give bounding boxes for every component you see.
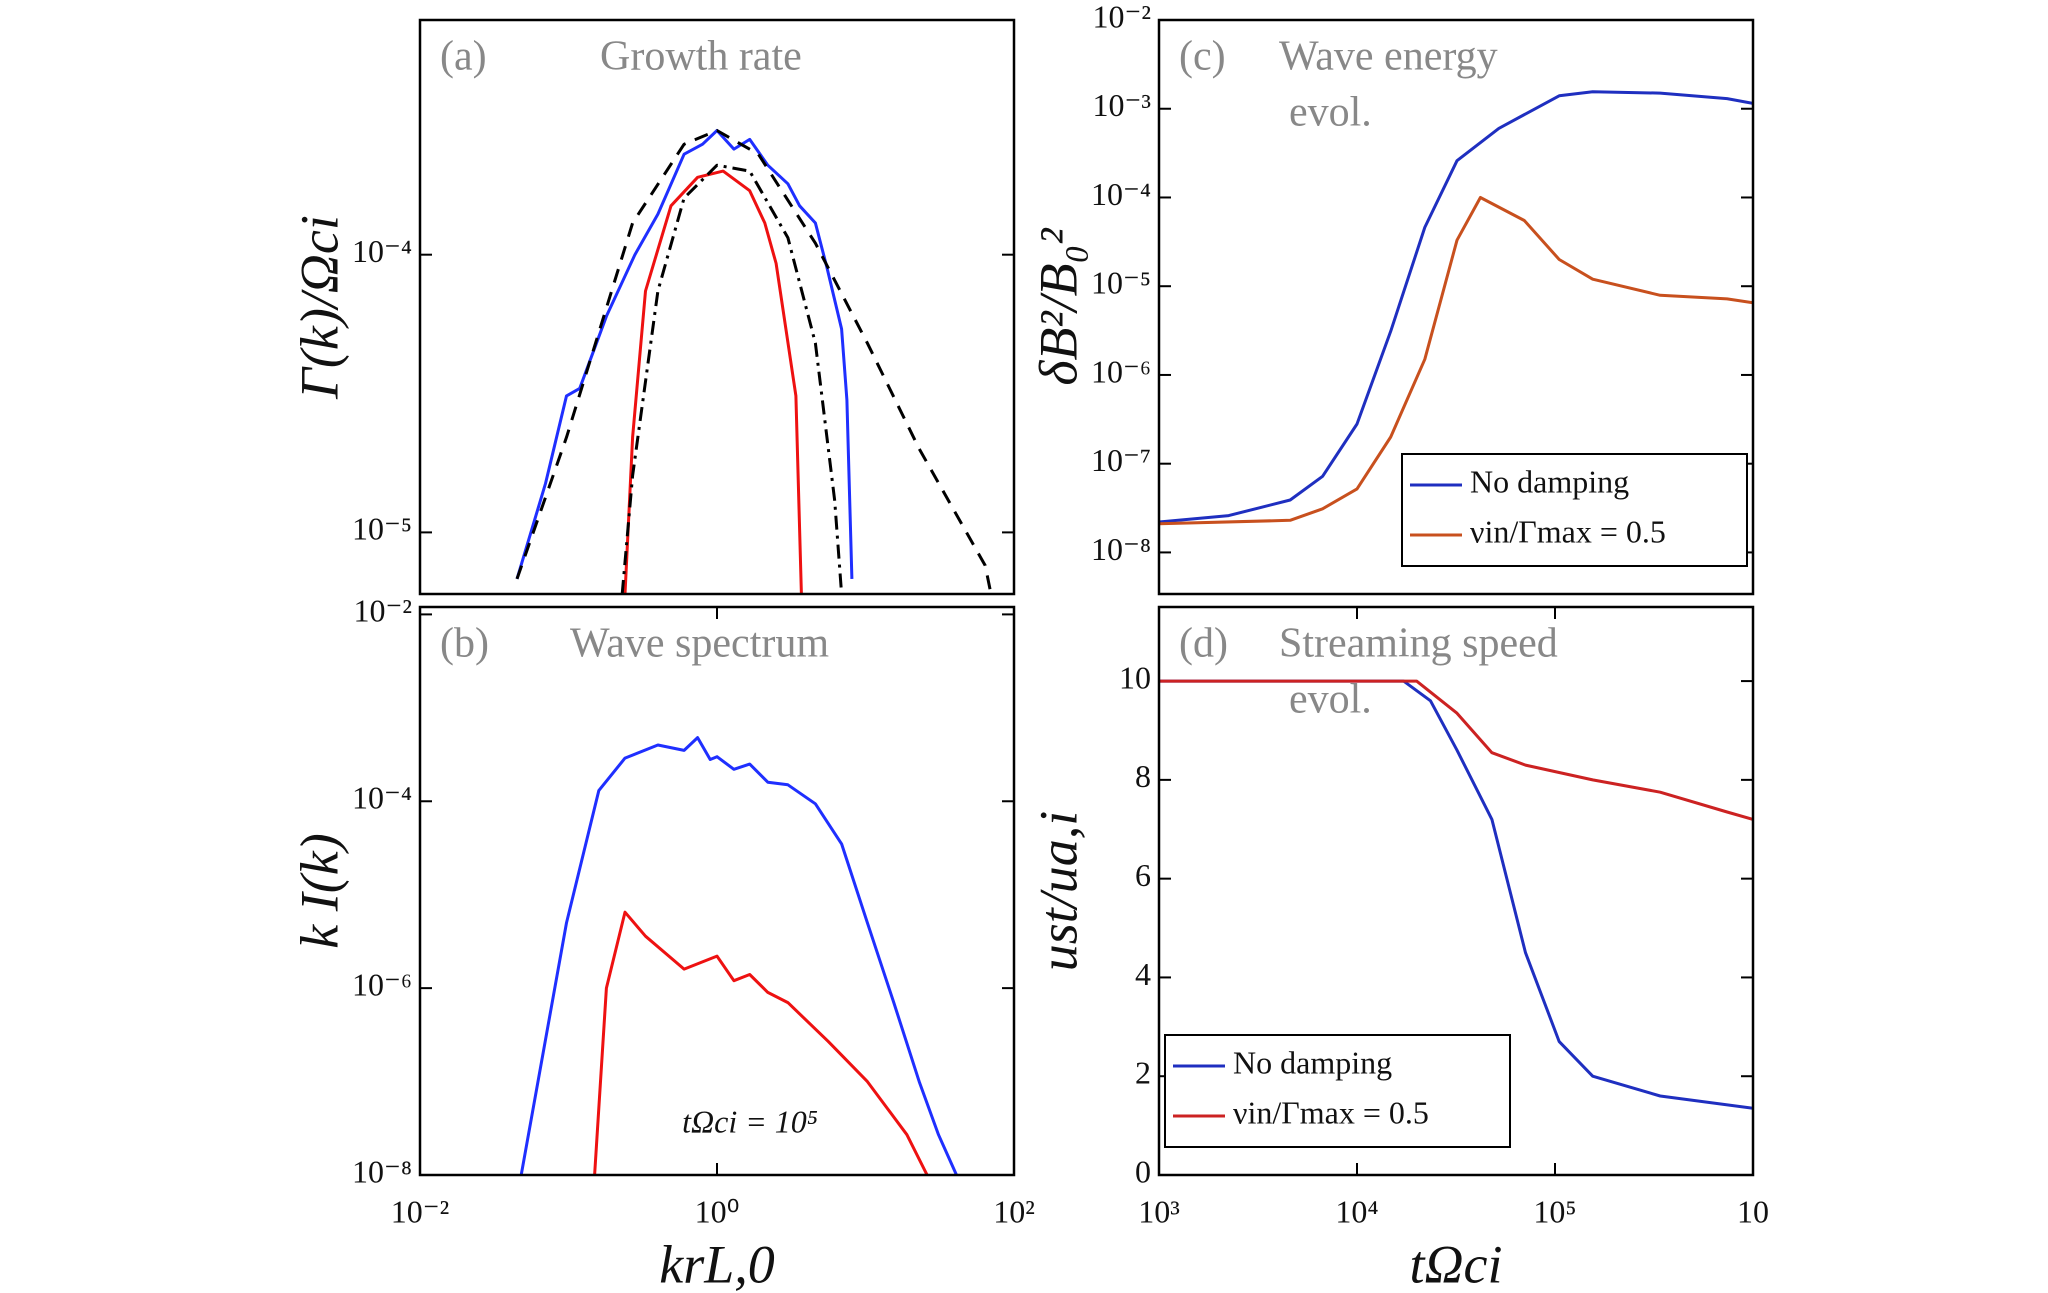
legend-label: νin/Γmax = 0.5 (1470, 513, 1666, 549)
data-line (620, 163, 844, 594)
y-tick-label: 10⁻² (354, 593, 412, 629)
y-axis-label: k I(k) (289, 833, 349, 948)
plot-area (519, 736, 958, 1175)
axes-frame (1157, 605, 1755, 1177)
legend-box (1164, 1034, 1511, 1148)
x-tick-label: 10⁰ (695, 1193, 740, 1229)
panel-annotation: evol. (1289, 677, 1372, 723)
plot-area (515, 129, 993, 594)
data-line (519, 736, 958, 1175)
plot-area (1159, 90, 1753, 526)
data-line (1159, 90, 1753, 524)
x-tick-label: 10³ (1138, 1193, 1180, 1229)
panel: 10⁻⁵ 10⁻⁴ (a) Growth rate Γ(k)/Ωci (289, 18, 1016, 596)
panel-label: (b) (440, 621, 489, 667)
y-tick-label: 10⁻⁴ (352, 780, 412, 816)
axes-frame (418, 18, 1016, 596)
panel: 10⁻⁸ 10⁻⁷ 10⁻⁶ 10⁻⁵ 10⁻⁴ 10⁻³ 10⁻² (c) Wave ener… (1028, 0, 1755, 596)
y-tick-label: 10⁻⁴ (1091, 176, 1151, 212)
y-tick-label: 10⁻⁴ (352, 233, 412, 269)
y-tick-label: 10⁻⁶ (352, 966, 412, 1002)
y-tick-label: 2 (1135, 1055, 1151, 1091)
axes-frame (418, 605, 1016, 1177)
y-tick-label: 10 (1119, 659, 1151, 695)
y-tick-label: 10⁻⁷ (1091, 442, 1151, 478)
panel-annotation: Wave energy (1279, 34, 1498, 80)
y-axis-label: δB²/B₀² (1028, 228, 1088, 386)
data-line (1159, 196, 1753, 526)
panel-annotation: Wave spectrum (570, 621, 829, 667)
y-tick-label: 4 (1135, 956, 1151, 992)
y-axis-label: Γ(k)/Ωci (289, 215, 349, 400)
y-tick-label: 8 (1135, 758, 1151, 794)
x-tick-label: 10⁵ (1533, 1193, 1576, 1229)
plot-area (1159, 679, 1753, 1110)
axes-frame (1157, 18, 1755, 596)
y-axis-label: ust/ua,i (1028, 811, 1088, 972)
y-tick-label: 10⁻² (1093, 0, 1151, 34)
y-tick-label: 10⁻⁸ (352, 1153, 412, 1189)
y-tick-label: 0 (1135, 1153, 1151, 1189)
panel-annotation: evol. (1289, 90, 1372, 136)
legend: No damping νin/Γmax = 0.5 (1164, 1034, 1511, 1148)
x-tick-label: 10² (993, 1193, 1035, 1229)
x-tick-label: 10⁴ (1335, 1193, 1378, 1229)
panel-annotation: Growth rate (600, 34, 802, 80)
data-line (515, 129, 993, 594)
legend-label: No damping (1233, 1044, 1392, 1080)
y-tick-label: 10⁻³ (1093, 87, 1151, 123)
y-tick-label: 10⁻⁶ (1091, 353, 1151, 389)
data-line (1159, 679, 1753, 1110)
legend-label: No damping (1470, 463, 1629, 499)
y-tick-label: 6 (1135, 857, 1151, 893)
panel-label: (d) (1179, 621, 1228, 667)
panel: 0 2 4 6 8 10 10³ 10⁴ 10⁵ 10 (d) Streaming speed evol… (1028, 605, 1769, 1293)
data-line (1159, 679, 1753, 821)
y-tick-label: 10⁻⁸ (1091, 531, 1151, 567)
data-line (593, 910, 929, 1175)
x-axis-label: krL,0 (659, 1234, 775, 1293)
x-tick-label: 10 (1737, 1193, 1769, 1229)
note: tΩci = 10⁵ (682, 1103, 818, 1139)
y-tick-label: 10⁻⁵ (1091, 265, 1151, 301)
panel: 10⁻⁸ 10⁻⁶ 10⁻⁴ 10⁻² 10⁻² 10⁰ 10² (b) Wave spectr… (289, 593, 1034, 1293)
legend-label: νin/Γmax = 0.5 (1233, 1094, 1429, 1130)
data-line (515, 129, 854, 580)
x-axis-label: tΩci (1409, 1234, 1502, 1293)
y-tick-label: 10⁻⁵ (352, 511, 412, 547)
data-line (623, 169, 803, 594)
x-tick-label: 10⁻² (391, 1193, 449, 1229)
panel-label: (a) (440, 34, 487, 80)
legend: No damping νin/Γmax = 0.5 (1401, 453, 1748, 567)
legend-box (1401, 453, 1748, 567)
panel-label: (c) (1179, 34, 1226, 80)
panel-annotation: Streaming speed (1279, 621, 1558, 667)
